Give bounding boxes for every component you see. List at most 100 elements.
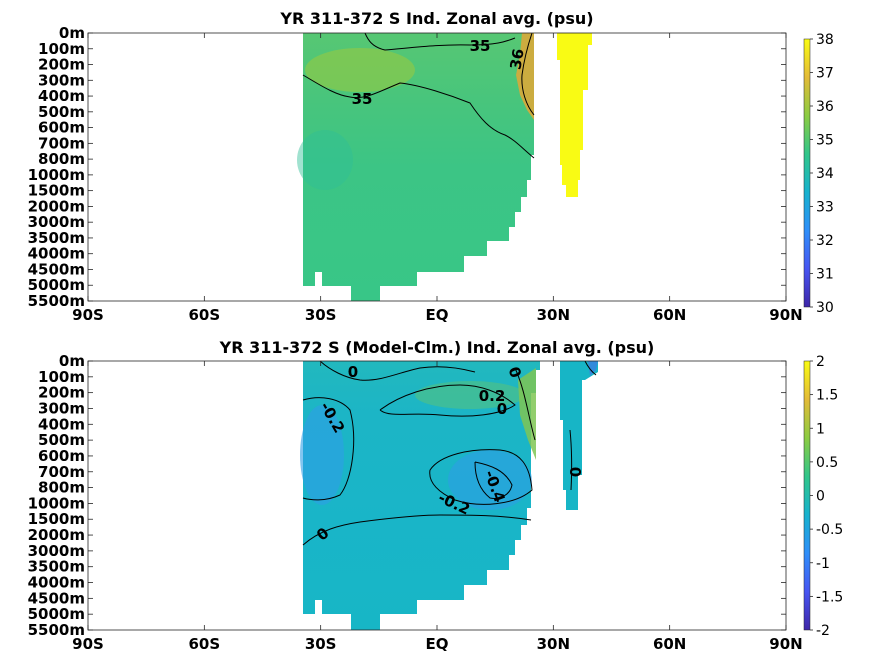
y-tick-label: 5500m bbox=[28, 621, 85, 639]
contour-02 bbox=[379, 384, 516, 417]
x-tick-label: 90S bbox=[72, 635, 104, 653]
contour-35-upper bbox=[364, 33, 516, 51]
y-tick-label: 600m bbox=[38, 119, 85, 137]
x-tick-label: 30N bbox=[537, 635, 570, 653]
y-tick-label: 100m bbox=[38, 40, 85, 58]
colorbar-tick-label: 37 bbox=[816, 66, 834, 82]
y-tick-label: 500m bbox=[38, 431, 85, 449]
y-tick-label: 5000m bbox=[28, 605, 85, 623]
y-tick-label: 4000m bbox=[28, 574, 85, 592]
contour-label-02: 0.2 bbox=[479, 387, 506, 405]
y-tick-label: 1500m bbox=[28, 510, 85, 528]
y-tick-label: 300m bbox=[38, 71, 85, 89]
contour-neg02-south bbox=[302, 397, 355, 501]
contour-zero-north bbox=[514, 367, 536, 441]
contour-zero-redsea bbox=[569, 429, 573, 491]
y-tick-label: 400m bbox=[38, 87, 85, 105]
x-tick-label: 60N bbox=[653, 635, 686, 653]
contour-label-0-b: 0 bbox=[497, 400, 507, 418]
colorbar-tick-label: 0 bbox=[816, 489, 825, 505]
colorbar-tick-label: 33 bbox=[816, 200, 834, 216]
salinity-anomaly-field bbox=[300, 361, 598, 630]
contour-label-35-a: 35 bbox=[470, 37, 491, 55]
colorbar-tick-label: -0.5 bbox=[816, 522, 843, 538]
y-tick-label: 200m bbox=[38, 56, 85, 74]
colorbar-tick-label: 31 bbox=[816, 267, 834, 283]
colorbar-tick-label: 38 bbox=[816, 32, 834, 48]
y-tick-label: 700m bbox=[38, 134, 85, 152]
colorbar-tick-label: 34 bbox=[816, 166, 834, 182]
panel-top: YR 311-372 S Ind. Zonal avg. (psu) 90S 60… bbox=[28, 9, 834, 324]
salty-surface-patch bbox=[305, 48, 415, 92]
y-tick-label: 3500m bbox=[28, 229, 85, 247]
colorbar-tick-label: 2 bbox=[816, 354, 825, 370]
red-sea-top-anomaly bbox=[588, 361, 598, 376]
y-tick-label: 800m bbox=[38, 479, 85, 497]
colorbar-tick-label: 1 bbox=[816, 421, 825, 437]
x-tick-label: EQ bbox=[426, 635, 449, 653]
contour-redsea-top bbox=[584, 361, 597, 376]
y-tick-label: 600m bbox=[38, 447, 85, 465]
title-top: YR 311-372 S Ind. Zonal avg. (psu) bbox=[279, 9, 593, 28]
colorbar-tick-label: 30 bbox=[816, 300, 834, 316]
y-tick-label: 4500m bbox=[28, 260, 85, 278]
y-tick-label: 100m bbox=[38, 368, 85, 386]
y-tick-label: 4000m bbox=[28, 245, 85, 263]
anomaly-region-main bbox=[303, 361, 540, 630]
x-tick-label: 90S bbox=[72, 306, 104, 324]
contour-35-lower bbox=[302, 74, 535, 159]
x-tick-label: 90N bbox=[769, 635, 802, 653]
colorbar-tick-label: -2 bbox=[816, 623, 830, 639]
y-tick-label: 5000m bbox=[28, 276, 85, 294]
persian-gulf-region bbox=[516, 33, 534, 120]
y-tick-label: 3500m bbox=[28, 558, 85, 576]
y-tick-label: 2000m bbox=[28, 526, 85, 544]
y-tick-label: 0m bbox=[59, 352, 85, 370]
colorbar-tick-label: 32 bbox=[816, 233, 834, 249]
y-tick-label: 4500m bbox=[28, 589, 85, 607]
red-sea-anomaly bbox=[560, 361, 598, 510]
contour-label-0-a: 0 bbox=[348, 363, 358, 381]
x-tick-label: 30N bbox=[537, 306, 570, 324]
colorbar-bottom bbox=[803, 360, 811, 631]
red-sea-region bbox=[557, 33, 592, 197]
panel-bottom: YR 311-372 S (Model-Clm.) Ind. Zonal avg… bbox=[28, 338, 844, 653]
y-tick-label: 500m bbox=[38, 103, 85, 121]
y-tick-label: 700m bbox=[38, 463, 85, 481]
data-region-main bbox=[303, 33, 534, 301]
contour-zero-deep bbox=[302, 514, 532, 546]
x-tick-label: 90N bbox=[769, 306, 802, 324]
axes-top: 90S 60S 30S EQ 30N 60N 90N0m100m200m300m400m50… bbox=[28, 24, 803, 324]
negative-anomaly-south bbox=[300, 405, 344, 505]
salinity-field-top bbox=[297, 33, 592, 301]
x-tick-label: 60S bbox=[188, 306, 220, 324]
contour-zero-upper bbox=[319, 361, 476, 381]
y-tick-label: 1500m bbox=[28, 182, 85, 200]
y-tick-label: 1000m bbox=[28, 166, 85, 184]
x-tick-label: 30S bbox=[305, 306, 337, 324]
y-tick-label: 0m bbox=[59, 24, 85, 42]
x-tick-label: 30S bbox=[305, 635, 337, 653]
y-tick-label: 5500m bbox=[28, 292, 85, 310]
y-tick-label: 3000m bbox=[28, 213, 85, 231]
x-tick-label: 60S bbox=[188, 635, 220, 653]
colorbar-tick-label: 0.5 bbox=[816, 455, 838, 471]
contour-neg04 bbox=[474, 461, 513, 499]
positive-anomaly-band bbox=[415, 381, 525, 409]
x-tick-label: 60N bbox=[653, 306, 686, 324]
colorbar-top bbox=[803, 38, 811, 308]
colorbar-tick-label: 1.5 bbox=[816, 388, 838, 404]
colorbar-ticks-bottom: -2 -1.5 -1 -0.5 0 0.5 1 1.5 2 bbox=[810, 354, 843, 639]
contour-label-0-e: 0 bbox=[566, 467, 584, 477]
contour-neg02-north bbox=[429, 449, 533, 505]
negative-anomaly-north bbox=[448, 450, 532, 510]
x-tick-label: EQ bbox=[426, 306, 449, 324]
contour-36 bbox=[521, 33, 535, 116]
y-tick-label: 400m bbox=[38, 415, 85, 433]
colorbar-tick-label: -1 bbox=[816, 556, 830, 572]
colorbar-tick-label: -1.5 bbox=[816, 589, 843, 605]
fresh-intermediate-patch bbox=[297, 130, 353, 190]
contour-label-36: 36 bbox=[506, 47, 527, 71]
y-tick-label: 2000m bbox=[28, 197, 85, 215]
